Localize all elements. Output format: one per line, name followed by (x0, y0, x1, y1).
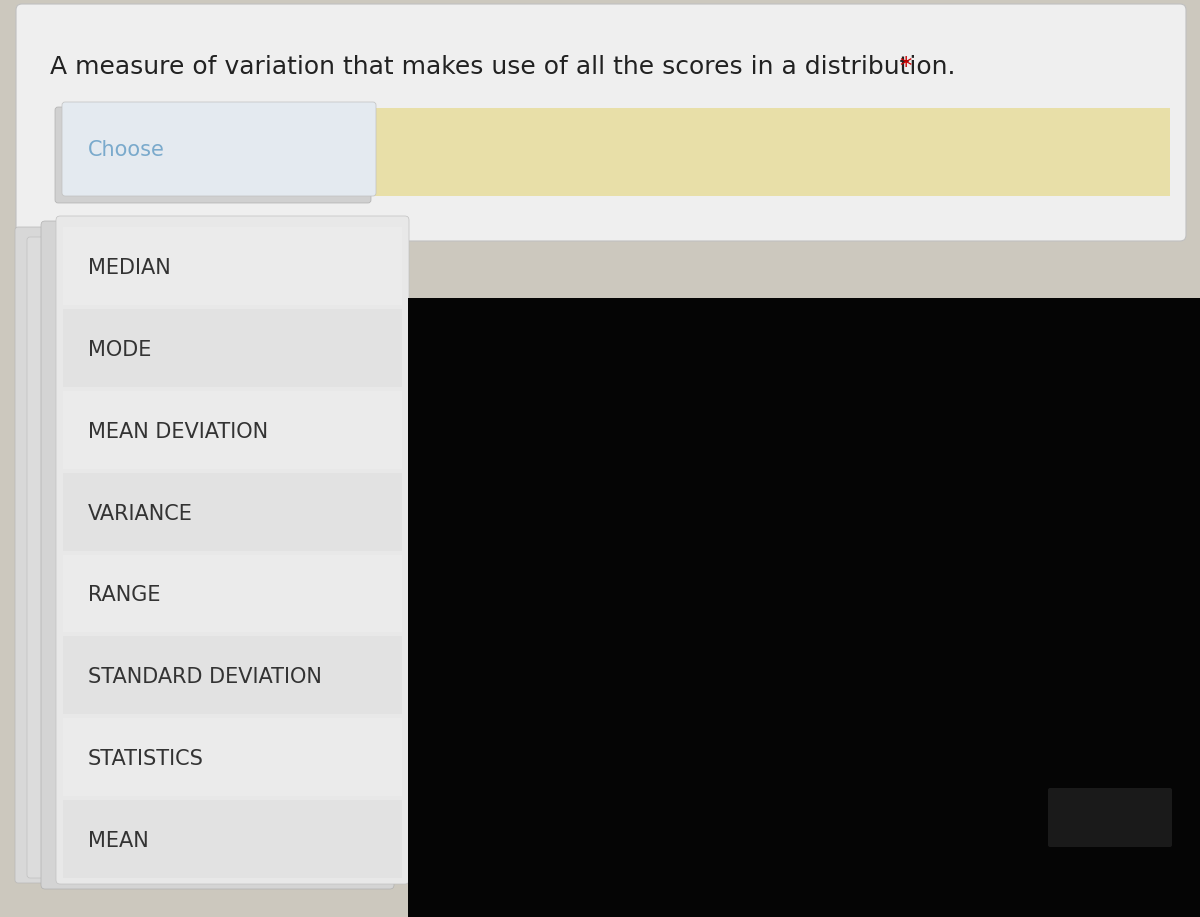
Text: MEDIAN: MEDIAN (88, 258, 170, 278)
Bar (64, 555, 402, 633)
Text: MODE: MODE (88, 340, 151, 359)
FancyBboxPatch shape (28, 237, 88, 878)
Text: MEAN DEVIATION: MEAN DEVIATION (88, 422, 268, 442)
Bar (64, 801, 402, 878)
Bar (64, 227, 402, 304)
Text: MEAN: MEAN (88, 831, 149, 851)
Text: Choose: Choose (88, 140, 164, 160)
Text: A measure of variation that makes use of all the scores in a distribution.: A measure of variation that makes use of… (50, 55, 955, 79)
Text: STATISTICS: STATISTICS (88, 749, 204, 769)
Bar (1140, 298, 1200, 917)
Bar (64, 718, 402, 796)
Bar (64, 472, 402, 550)
Text: RANGE: RANGE (88, 585, 161, 605)
Bar (408, 298, 1200, 917)
Text: VARIANCE: VARIANCE (88, 503, 193, 524)
FancyBboxPatch shape (14, 227, 76, 883)
FancyBboxPatch shape (62, 102, 376, 196)
FancyBboxPatch shape (1048, 788, 1172, 847)
Text: STANDARD DEVIATION: STANDARD DEVIATION (88, 668, 322, 688)
Bar (64, 391, 402, 469)
Text: *: * (892, 55, 912, 79)
FancyBboxPatch shape (55, 107, 371, 203)
FancyBboxPatch shape (41, 221, 394, 889)
FancyBboxPatch shape (56, 216, 409, 884)
Bar (64, 636, 402, 714)
FancyBboxPatch shape (16, 4, 1186, 241)
Bar (64, 309, 402, 387)
Bar (374, 108, 1170, 196)
